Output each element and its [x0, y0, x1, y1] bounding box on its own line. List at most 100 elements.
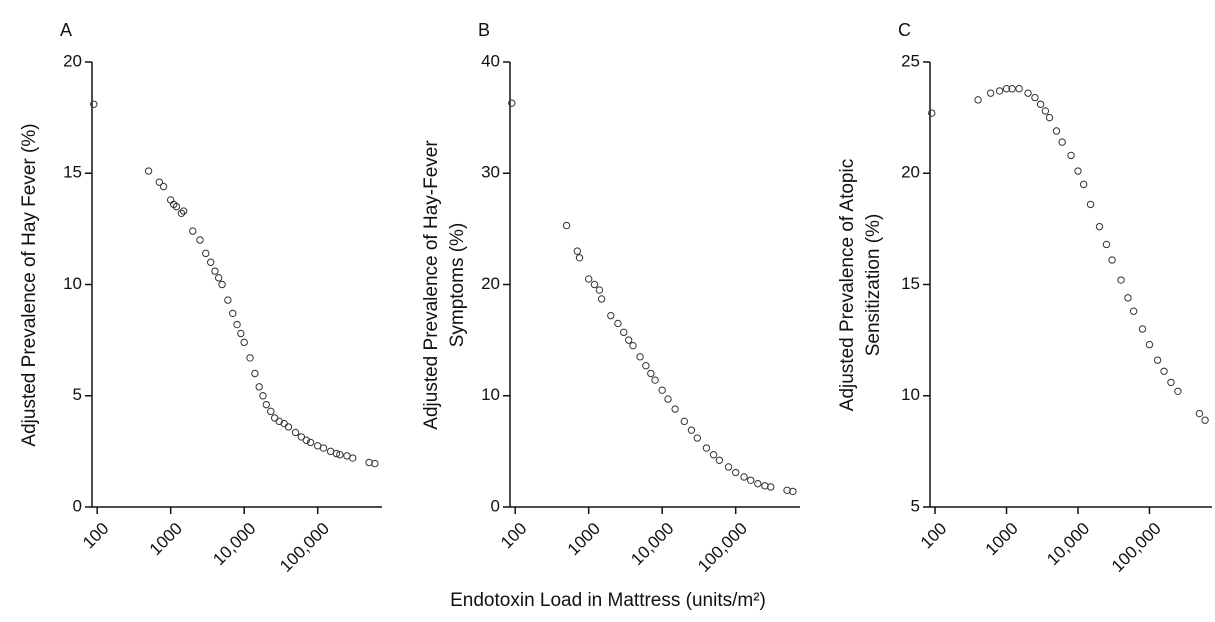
data-point: [702, 444, 711, 452]
data-point: [224, 296, 232, 304]
data-point: [284, 423, 293, 431]
data-point: [211, 267, 219, 275]
data-point: [302, 436, 310, 444]
data-point: [306, 438, 315, 447]
data-point: [179, 207, 188, 215]
data-point: [1195, 409, 1204, 418]
data-point: [693, 434, 701, 442]
data-point: [196, 236, 204, 244]
data-point: [595, 286, 604, 294]
data-point: [189, 227, 197, 235]
data-point: [240, 338, 248, 347]
data-point: [1041, 107, 1050, 115]
data-point: [754, 479, 762, 488]
data-point: [275, 417, 283, 426]
data-point: [297, 433, 306, 441]
data-point: [614, 319, 622, 328]
data-point: [1031, 93, 1039, 102]
data-point: [1067, 151, 1075, 160]
x-tick-label: 100: [917, 519, 950, 552]
data-point: [709, 451, 718, 459]
data-point: [1008, 85, 1016, 93]
data-point: [155, 178, 164, 186]
y-tick-label: 15: [901, 274, 920, 293]
data-point: [159, 182, 168, 191]
data-point: [761, 482, 769, 490]
data-point: [172, 202, 181, 211]
data-point: [336, 451, 344, 459]
panel-letter: A: [60, 20, 72, 40]
data-point: [1079, 180, 1088, 189]
data-point: [620, 328, 628, 337]
data-point: [166, 196, 175, 204]
data-point: [365, 458, 373, 467]
data-point: [1201, 416, 1209, 424]
data-point: [1058, 138, 1066, 146]
data-point: [995, 87, 1004, 95]
x-tick-label: 100: [497, 519, 530, 552]
data-point: [928, 109, 936, 117]
y-tick-label: 20: [901, 163, 920, 182]
y-tick-label: 30: [481, 163, 500, 182]
data-point: [177, 209, 186, 218]
data-point: [90, 100, 98, 108]
x-tick-label: 1000: [982, 519, 1022, 559]
y-tick-label: 5: [911, 496, 920, 515]
y-tick-label: 20: [63, 51, 82, 70]
y-tick-label: 5: [73, 385, 82, 404]
x-tick-label: 10,000: [627, 519, 677, 569]
data-point: [731, 468, 740, 477]
data-point: [1074, 167, 1082, 175]
data-point: [246, 354, 254, 362]
data-point: [715, 456, 724, 464]
data-point: [1015, 85, 1023, 93]
data-point: [1102, 240, 1111, 249]
data-point: [1153, 356, 1162, 364]
y-axis-label: Adjusted Prevalence of Atopic: [837, 159, 858, 411]
data-point: [724, 463, 733, 471]
data-point: [1145, 340, 1154, 349]
data-point: [267, 407, 275, 416]
y-tick-label: 0: [73, 496, 82, 515]
panel-letter: C: [898, 20, 911, 40]
y-tick-label: 10: [63, 274, 82, 293]
data-point: [1160, 367, 1168, 375]
data-point: [573, 247, 582, 255]
y-axis-label: Symptoms (%): [447, 223, 468, 348]
data-point: [636, 353, 644, 361]
data-point: [1129, 307, 1138, 315]
data-point: [255, 383, 263, 391]
data-point: [1124, 294, 1132, 302]
data-point: [658, 386, 666, 394]
data-point: [214, 274, 223, 282]
data-point: [332, 449, 341, 458]
data-point: [1167, 378, 1175, 387]
data-point: [206, 258, 215, 266]
data-point: [1024, 89, 1032, 97]
data-point: [229, 309, 237, 318]
data-point: [319, 444, 328, 452]
data-point: [575, 254, 584, 262]
data-point: [349, 454, 357, 462]
x-tick-label: 1000: [146, 519, 186, 559]
data-point: [1045, 113, 1054, 122]
data-point: [651, 376, 659, 384]
data-point: [680, 417, 689, 426]
x-tick-label: 100,000: [1108, 519, 1165, 576]
y-axis-label: Adjusted Prevalence of Hay Fever (%): [19, 123, 40, 446]
data-point: [590, 280, 599, 289]
data-point: [584, 275, 593, 283]
data-point: [624, 336, 633, 344]
data-point: [1052, 127, 1061, 135]
x-tick-label: 1000: [564, 519, 604, 559]
data-point: [262, 400, 271, 409]
data-point: [233, 320, 241, 329]
data-point: [740, 473, 748, 481]
data-point: [237, 329, 245, 338]
data-point: [1095, 222, 1104, 231]
data-point: [562, 221, 571, 230]
data-point: [251, 369, 259, 378]
data-point: [607, 311, 615, 320]
y-tick-label: 10: [481, 385, 500, 404]
data-point: [767, 483, 775, 491]
